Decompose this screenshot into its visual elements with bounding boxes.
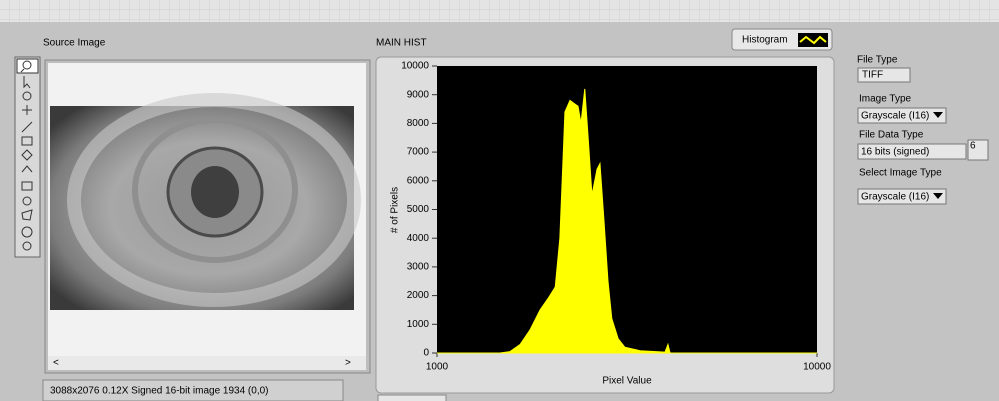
- top-grid: [0, 0, 999, 22]
- scroll-arrow[interactable]: <: [53, 358, 59, 369]
- field: [857, 143, 967, 160]
- y-tick-label: 2000: [407, 290, 430, 301]
- y-tick-label: 10000: [401, 61, 429, 72]
- dropdown[interactable]: [857, 107, 947, 124]
- tool-palette: [14, 56, 41, 258]
- field: [857, 67, 911, 83]
- button-label: Histogram: [742, 35, 788, 46]
- y-tick-label: 3000: [407, 262, 430, 273]
- y-tick-label: 8000: [407, 118, 430, 129]
- label: File Data Type: [859, 130, 924, 141]
- dropdown-value: Grayscale (I16): [861, 192, 929, 203]
- label: Image Type: [859, 94, 912, 105]
- y-tick-label: 1000: [407, 319, 430, 330]
- field-value: TIFF: [862, 70, 883, 81]
- dropdown-arrow: [933, 112, 943, 118]
- field: [967, 139, 989, 161]
- field-value: 16 bits (signed): [861, 147, 929, 158]
- y-tick-label: 6000: [407, 175, 430, 186]
- x-tick-label: 1000: [426, 362, 449, 373]
- y-tick-label: 9000: [407, 89, 430, 100]
- y-tick-label: 7000: [407, 147, 430, 158]
- scrollbar[interactable]: [48, 356, 366, 370]
- dropdown-value: Grayscale (I16): [861, 111, 929, 122]
- y-tick-label: 5000: [407, 204, 430, 215]
- dropdown[interactable]: [857, 188, 947, 205]
- y-axis-label: # of Pixels: [390, 187, 401, 233]
- y-tick-label: 4000: [407, 233, 430, 244]
- status: 3088x2076 0.12X Signed 16-bit image 1934…: [50, 386, 269, 397]
- x-tick-label: 10000: [803, 362, 831, 373]
- label: Source Image: [43, 38, 106, 49]
- label: Select Image Type: [859, 168, 942, 179]
- tab: [377, 394, 447, 401]
- tool-icons: [16, 58, 39, 251]
- dropdown-arrow: [933, 193, 943, 199]
- image-rings: [67, 93, 361, 307]
- scroll-arrow[interactable]: >: [345, 358, 351, 369]
- y-tick-label: 0: [423, 348, 429, 359]
- x-axis-label: Pixel Value: [602, 376, 652, 387]
- label: MAIN HIST: [376, 38, 427, 49]
- histogram-area: [437, 88, 817, 354]
- field-value: 6: [970, 141, 976, 152]
- button-icon-line: [799, 35, 827, 45]
- status-bar: [42, 379, 344, 401]
- label: File Type: [857, 55, 898, 66]
- plot-area: [437, 66, 817, 353]
